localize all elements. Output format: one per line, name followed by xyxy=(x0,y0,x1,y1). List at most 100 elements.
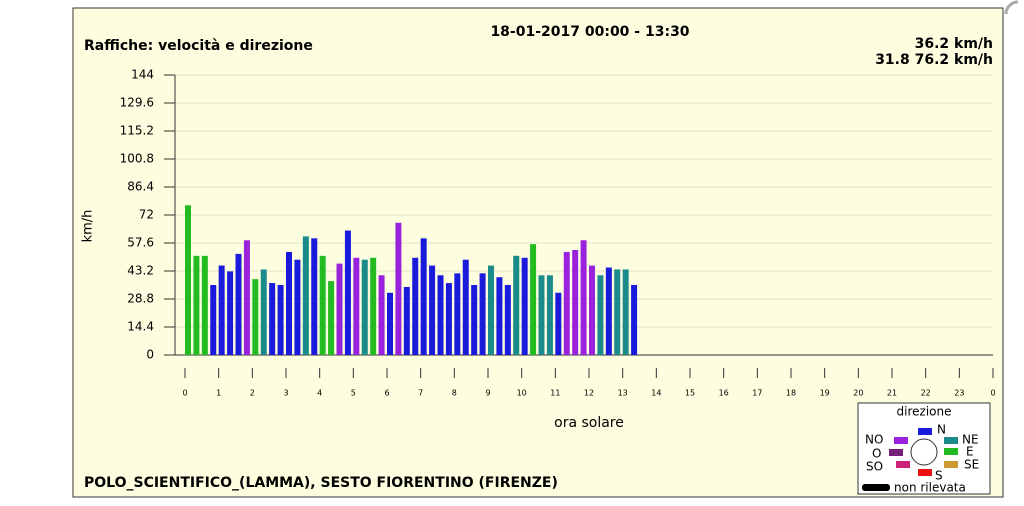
bar xyxy=(504,285,511,355)
bar xyxy=(227,271,234,355)
bar xyxy=(201,255,208,355)
bar xyxy=(353,257,360,355)
bar xyxy=(252,279,259,355)
bar xyxy=(445,283,452,355)
bar xyxy=(243,240,250,355)
bar xyxy=(546,275,553,355)
x-tick-label: 3 xyxy=(283,389,288,398)
bar xyxy=(572,250,579,355)
bar xyxy=(260,269,267,355)
legend-label: NE xyxy=(962,433,979,447)
y-tick-label: 43.2 xyxy=(127,264,154,278)
x-tick-label: 11 xyxy=(550,389,560,398)
y-tick-label: 57.6 xyxy=(127,236,154,250)
x-tick-label: 0 xyxy=(182,389,187,398)
bar xyxy=(286,251,292,355)
x-tick-label: 22 xyxy=(921,389,931,398)
bar xyxy=(344,230,351,355)
x-tick-label: 8 xyxy=(452,389,457,398)
y-tick-label: 115.2 xyxy=(120,124,154,138)
x-tick-label: 5 xyxy=(351,389,356,398)
bar xyxy=(210,285,217,355)
bar xyxy=(513,255,520,355)
legend-swatch xyxy=(896,461,910,468)
x-tick-label: 6 xyxy=(384,389,389,398)
bar xyxy=(614,269,621,355)
bar xyxy=(277,285,284,355)
bar xyxy=(488,265,494,355)
x-tick-label: 16 xyxy=(719,389,729,398)
bar xyxy=(235,253,242,355)
legend-label: O xyxy=(872,447,881,461)
legend-label: SO xyxy=(866,460,883,474)
bar xyxy=(555,292,562,355)
x-tick-label: 20 xyxy=(853,389,863,398)
bar xyxy=(631,285,638,355)
legend-label: SE xyxy=(964,458,979,472)
x-tick-label: 13 xyxy=(618,389,628,398)
x-tick-label: 21 xyxy=(887,389,897,398)
summary: 31.8 76.2 km/h xyxy=(875,52,993,68)
bar xyxy=(521,257,528,355)
x-tick-label: 15 xyxy=(685,389,695,398)
bar xyxy=(395,222,402,355)
bar xyxy=(580,240,587,355)
y-axis-label: km/h xyxy=(81,210,96,243)
y-tick-label: 86.4 xyxy=(127,180,154,194)
legend-label: non rilevata xyxy=(894,481,966,495)
y-tick-label: 129.6 xyxy=(120,96,154,110)
x-axis-label: ora solare xyxy=(554,415,624,431)
bar xyxy=(622,269,629,355)
legend-swatch xyxy=(918,428,932,435)
bar xyxy=(538,275,545,355)
legend-swatch xyxy=(889,449,903,456)
bar xyxy=(437,275,444,355)
legend-label: N xyxy=(937,423,946,437)
bar xyxy=(328,281,335,355)
bar xyxy=(218,265,225,355)
summary: 36.2 km/h xyxy=(915,36,993,52)
bar xyxy=(496,277,503,355)
bar xyxy=(302,236,309,355)
legend-swatch xyxy=(862,484,890,491)
panel xyxy=(72,7,1004,498)
legend-label: NO xyxy=(865,433,883,447)
bar xyxy=(403,286,410,355)
legend-title: direzione xyxy=(897,405,952,419)
bar xyxy=(530,244,537,355)
x-tick-label: 4 xyxy=(317,389,322,398)
y-tick-label: 144 xyxy=(131,68,154,82)
bar xyxy=(336,263,343,355)
bar xyxy=(429,265,436,355)
bar xyxy=(420,238,427,355)
bar xyxy=(294,259,301,355)
chart-title: Raffiche: velocità e direzione xyxy=(84,38,313,54)
bar xyxy=(387,292,393,355)
x-tick-label: 12 xyxy=(584,389,594,398)
x-tick-label: 10 xyxy=(517,389,527,398)
y-tick-label: 0 xyxy=(146,348,154,362)
bar xyxy=(454,273,461,355)
x-tick-label: 2 xyxy=(250,389,255,398)
legend-swatch xyxy=(944,448,958,455)
bar xyxy=(378,275,385,355)
bar xyxy=(370,257,377,355)
x-tick-label: 17 xyxy=(752,389,762,398)
legend-swatch xyxy=(944,461,958,468)
x-tick-label: 0 xyxy=(990,389,995,398)
bar xyxy=(563,251,570,355)
y-tick-label: 72 xyxy=(139,208,154,222)
x-tick-label: 19 xyxy=(820,389,830,398)
corner-icon xyxy=(1004,0,1019,15)
legend-swatch xyxy=(944,437,958,444)
x-tick-label: 14 xyxy=(651,389,661,398)
bar xyxy=(269,283,276,355)
bar xyxy=(185,205,191,355)
compass xyxy=(910,438,938,466)
y-tick-label: 100.8 xyxy=(120,152,154,166)
x-tick-label: 9 xyxy=(485,389,490,398)
station: POLO_SCIENTIFICO_(LAMMA), SESTO FIORENTI… xyxy=(84,475,558,491)
x-tick-label: 18 xyxy=(786,389,796,398)
bar xyxy=(311,238,318,355)
